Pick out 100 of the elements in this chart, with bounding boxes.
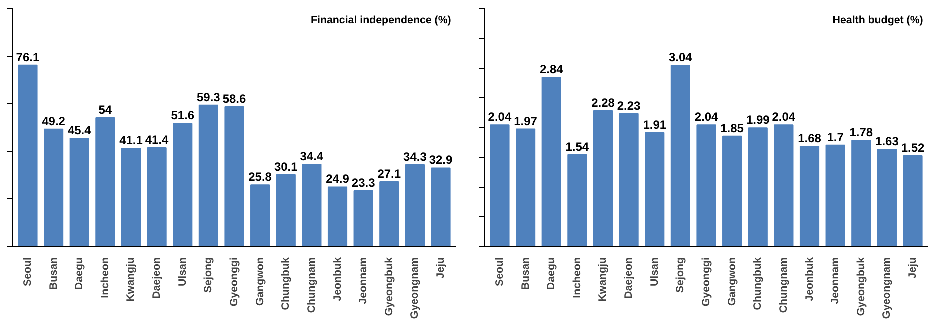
data-label: 1.99 — [746, 113, 770, 128]
data-label: 2.04 — [694, 110, 719, 124]
bar — [405, 164, 425, 246]
x-tick-label: Jeonbuk — [804, 257, 816, 302]
bar — [147, 147, 167, 246]
data-label: 76.1 — [16, 50, 40, 64]
data-label: 27.1 — [378, 167, 402, 181]
bar — [645, 132, 665, 246]
bar — [18, 64, 38, 246]
bar — [619, 113, 639, 246]
bar — [826, 144, 846, 246]
data-label: 1.54 — [566, 140, 590, 154]
data-label: 41.4 — [145, 132, 170, 147]
x-tick-label: Busan — [520, 257, 532, 290]
data-label: 1.63 — [876, 134, 900, 149]
text: Financial independence (%) — [311, 14, 452, 26]
bar — [44, 128, 64, 246]
data-label: 24.9 — [326, 172, 350, 186]
x-tick-label: Gangwon — [726, 257, 738, 306]
bar — [380, 182, 400, 246]
data-label: 30.1 — [274, 160, 298, 174]
x-tick-label: Sejong — [202, 257, 215, 294]
data-label: 59.3 — [197, 90, 221, 104]
bar — [852, 140, 872, 246]
data-label: 1.85 — [720, 121, 744, 136]
data-label: 45.4 — [68, 123, 92, 138]
bar — [224, 106, 244, 246]
x-tick-label: Incheon — [99, 257, 112, 298]
x-tick-label: Incheon — [571, 257, 584, 298]
x-tick-label: Chungbuk — [280, 257, 292, 310]
x-tick-label: Daejeon — [623, 257, 636, 299]
bar — [748, 128, 768, 246]
data-label: 25.8 — [248, 170, 272, 184]
bar — [696, 124, 716, 246]
text: Health budget (%) — [832, 14, 924, 26]
data-label: 2.28 — [592, 96, 616, 110]
x-tick-label: Daejeon — [151, 257, 164, 299]
x-tick-label: Gyeongbuk — [383, 257, 396, 316]
data-label: 34.4 — [300, 150, 324, 164]
x-tick-label: Gyeongnam — [881, 257, 894, 320]
x-tick-label: Seoul — [494, 257, 506, 287]
x-tick-label: Kwangju — [125, 257, 138, 302]
bar — [173, 123, 193, 246]
x-tick-label: Kwangju — [597, 257, 610, 302]
x-tick-label: Sejong — [674, 257, 687, 294]
bar — [276, 174, 296, 246]
x-tick-label: Jeju — [435, 257, 448, 279]
data-label: 1.68 — [798, 132, 822, 146]
bar — [250, 184, 270, 246]
bar — [431, 168, 451, 246]
data-label: 1.52 — [901, 141, 926, 156]
bar — [800, 146, 820, 246]
bar — [516, 128, 536, 246]
data-label: 2.84 — [540, 62, 564, 77]
x-tick-label: Chungbuk — [752, 257, 764, 310]
x-tick-label: Gyeonggi — [228, 257, 240, 307]
x-tick-label: Jeju — [907, 257, 920, 279]
bar — [121, 148, 142, 246]
data-label: 49.2 — [42, 114, 66, 128]
bar — [568, 154, 588, 246]
data-label: 2.23 — [617, 98, 642, 113]
x-tick-label: Gangwon — [254, 257, 266, 306]
data-label: 23.3 — [352, 176, 376, 190]
x-tick-label: Gyeonggi — [700, 257, 712, 307]
data-label: 1.97 — [514, 114, 538, 128]
data-label: 2.04 — [772, 110, 796, 124]
data-label: 34.3 — [404, 150, 428, 164]
bar — [354, 190, 374, 246]
x-tick-label: Chungnam — [306, 257, 318, 314]
data-label: 51.6 — [171, 108, 195, 123]
bar — [70, 138, 90, 246]
x-tick-label: Seoul — [22, 257, 34, 287]
bar — [198, 104, 218, 246]
bar — [670, 65, 690, 246]
data-label: 41.1 — [120, 134, 144, 148]
bar — [774, 124, 794, 246]
data-label: 1.91 — [643, 118, 667, 132]
bar — [542, 77, 562, 246]
x-tick-label: Busan — [48, 257, 60, 290]
bar — [903, 156, 923, 246]
bar — [96, 117, 116, 246]
data-label: 3.04 — [669, 50, 693, 65]
data-label: 1.7 — [827, 130, 844, 144]
data-label: 58.6 — [222, 92, 247, 106]
bar — [593, 110, 614, 246]
bar — [490, 124, 510, 246]
x-tick-label: Jeonnam — [358, 257, 370, 304]
x-tick-label: Chungnam — [778, 257, 790, 314]
x-tick-label: Jeonnam — [830, 257, 842, 304]
x-tick-label: Daegu — [74, 257, 86, 290]
bar — [877, 149, 897, 246]
x-tick-label: Gyeongnam — [409, 257, 422, 320]
x-tick-label: Ulsan — [648, 257, 661, 287]
x-tick-label: Daegu — [546, 257, 558, 290]
bar — [302, 164, 322, 246]
data-label: 54 — [98, 102, 112, 117]
x-tick-label: Jeonbuk — [332, 257, 344, 302]
x-tick-label: Gyeongbuk — [855, 257, 868, 316]
bar — [722, 136, 742, 246]
data-label: 1.78 — [850, 126, 874, 140]
